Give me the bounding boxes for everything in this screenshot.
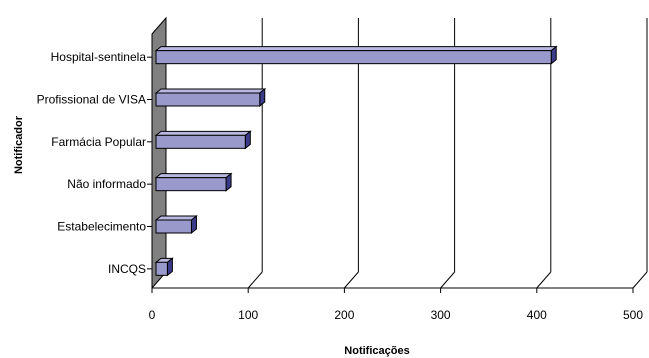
bars — [154, 45, 558, 277]
category-label: Hospital-sentinela — [51, 50, 147, 64]
bar — [155, 134, 246, 149]
bar-group — [154, 172, 233, 192]
category-label: INCQS — [108, 262, 146, 276]
gridline-foot — [440, 271, 455, 289]
bar-top — [154, 173, 233, 179]
x-tick-label: 200 — [334, 308, 354, 322]
bar — [155, 219, 192, 234]
bar — [155, 50, 552, 65]
bar-group — [154, 45, 558, 65]
x-axis-title: Notificações — [344, 345, 409, 357]
x-tick-label: 300 — [431, 308, 451, 322]
bar-top — [154, 46, 558, 52]
bar-group — [154, 87, 267, 108]
gridline-foot — [536, 271, 552, 289]
y-axis-title: Notificador — [13, 115, 25, 174]
x-tick-label: 100 — [238, 308, 258, 322]
x-tick-label: 0 — [149, 308, 156, 322]
y-axis: Hospital-sentinela Profissional de VISA Fa… — [37, 50, 152, 276]
bar — [155, 92, 261, 107]
category-label: Estabelecimento — [57, 220, 146, 234]
x-tick-label: 400 — [527, 308, 547, 322]
category-label: Farmácia Popular — [51, 135, 146, 149]
bar-group — [154, 257, 174, 277]
gridline-foot — [247, 271, 263, 289]
category-label: Não informado — [67, 177, 146, 191]
category-label: Profissional de VISA — [37, 93, 146, 107]
bar-group — [154, 214, 198, 235]
bar-top — [154, 88, 267, 94]
bar — [155, 261, 168, 276]
gridline-foot — [344, 271, 359, 289]
bar-top — [154, 215, 198, 221]
bar-top — [154, 130, 252, 136]
gridline-foot — [632, 271, 648, 289]
bar — [155, 177, 227, 192]
bar-group — [154, 130, 252, 150]
x-axis: 0 100 200 300 400 500 — [149, 287, 643, 322]
x-tick-label: 500 — [623, 308, 643, 322]
